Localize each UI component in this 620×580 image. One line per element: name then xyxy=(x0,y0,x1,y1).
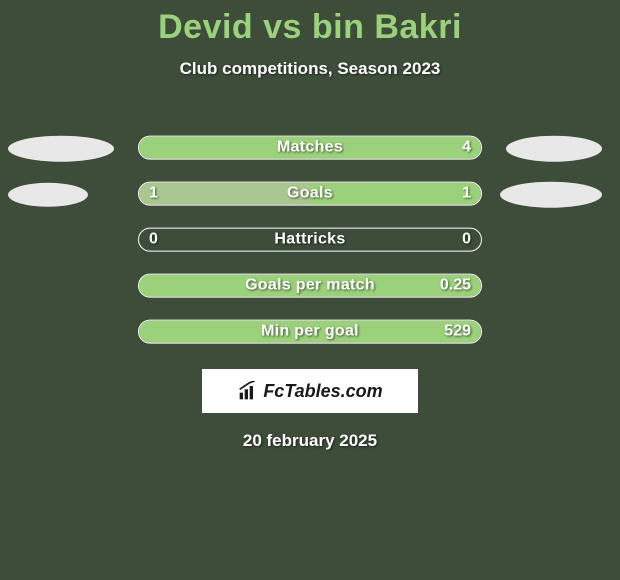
value-left: 1 xyxy=(149,185,158,203)
page-title: Devid vs bin Bakri xyxy=(0,0,620,47)
ellipse-right xyxy=(500,182,602,208)
logo-box: FcTables.com xyxy=(202,369,418,413)
value-right: 1 xyxy=(462,185,471,203)
stat-rows: Matches4 Goals1 1 Hattricks0 0 Goals per matc… xyxy=(0,127,620,357)
value-right: 529 xyxy=(444,323,471,341)
stat-label: Goals per match xyxy=(139,277,481,295)
stat-label: Hattricks xyxy=(139,231,481,249)
date-line: 20 february 2025 xyxy=(0,431,620,451)
stat-label: Goals xyxy=(139,185,481,203)
ellipse-right xyxy=(506,136,602,162)
stat-row: Hattricks0 0 xyxy=(0,219,620,265)
ellipse-left xyxy=(8,183,88,207)
stat-label: Matches xyxy=(139,139,481,157)
subtitle: Club competitions, Season 2023 xyxy=(0,59,620,79)
stat-row: Goals per match0.25 xyxy=(0,265,620,311)
value-left: 0 xyxy=(149,231,158,249)
stat-bar: Matches4 xyxy=(138,136,482,160)
ellipse-left xyxy=(8,136,114,162)
value-right: 0 xyxy=(462,231,471,249)
chart-icon xyxy=(237,381,259,401)
stat-bar: Goals1 1 xyxy=(138,182,482,206)
value-right: 0.25 xyxy=(440,277,471,295)
stat-label: Min per goal xyxy=(139,323,481,341)
stat-bar: Hattricks0 0 xyxy=(138,228,482,252)
logo-text: FcTables.com xyxy=(263,381,382,402)
stat-row: Matches4 xyxy=(0,127,620,173)
stat-row: Min per goal529 xyxy=(0,311,620,357)
stat-row: Goals1 1 xyxy=(0,173,620,219)
logo: FcTables.com xyxy=(237,381,382,402)
stat-bar: Min per goal529 xyxy=(138,320,482,344)
value-right: 4 xyxy=(462,139,471,157)
stat-bar: Goals per match0.25 xyxy=(138,274,482,298)
